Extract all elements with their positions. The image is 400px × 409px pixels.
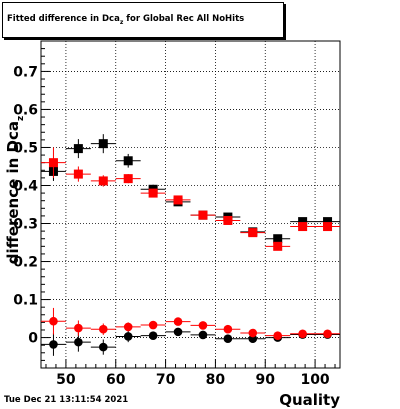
data-point-square [323,217,333,227]
y-tick-label: 0.1 [13,293,38,309]
data-point-circle [248,328,258,338]
y-tick-label: 0 [28,331,38,347]
data-point-circle [198,321,208,330]
data-point-square [248,228,258,238]
data-point-square [73,169,83,179]
data-point-square [48,158,58,168]
data-point-circle [123,332,133,341]
x-tick-label: 100 [300,372,329,388]
chart-title-suffix: for Global Rec All NoHits [123,14,245,24]
data-point-circle [74,337,83,347]
data-point-circle [223,324,233,334]
data-point-circle [49,340,58,349]
data-point-circle [323,329,332,339]
data-point-square [298,217,308,227]
data-point-square [98,176,108,186]
data-point-square [198,210,208,220]
chart-title-prefix: Fitted difference in Dca [7,14,120,24]
x-tick-label: 50 [56,372,76,388]
data-point-circle [74,323,83,333]
timestamp: Tue Dec 21 13:11:54 2021 [4,395,129,405]
data-point-square [148,188,158,198]
data-point-circle [173,317,183,326]
data-point-square [173,195,183,205]
data-point-square [298,222,308,232]
data-points [41,134,340,356]
series-4 [41,307,340,340]
data-point-circle [173,327,183,337]
x-tick-label: 60 [106,372,126,388]
data-point-square [223,215,233,225]
y-axis-label-main: difference in Dca [4,121,22,264]
y-tick-label: 0.2 [13,255,38,271]
data-point-circle [49,316,58,326]
y-tick-label: 0.4 [13,178,38,194]
x-tick-label: 80 [206,372,226,388]
y-tick-label: 0.7 [13,64,38,80]
data-point-square [273,241,283,251]
data-point-circle [198,330,208,340]
data-point-circle [273,331,283,340]
data-point-circle [123,322,133,332]
x-tick-label: 90 [256,372,276,388]
data-point-circle [98,324,108,334]
plot-frame [40,40,341,369]
series-2 [41,147,340,251]
data-point-square [323,222,333,232]
chart-title-subscript: z [119,19,124,26]
data-point-circle [148,320,158,330]
data-point-circle [98,342,108,352]
y-tick-label: 0.5 [13,140,38,156]
chart-title: Fitted difference in Dcaz for Global Rec… [7,14,245,26]
y-tick-label: 0.6 [13,102,38,118]
y-tick-label: 0.3 [13,217,38,233]
axes: 50 60 70 80 90 100 0 0.1 0.2 0.3 0.4 0.5 0.6 0.7 [13,48,336,388]
data-point-circle [223,334,233,344]
chart-title-box: Fitted difference in Dcaz for Global Rec… [2,2,284,38]
y-axis-label: difference in Dcaz [4,116,26,265]
data-point-square [273,234,283,244]
data-point-square [98,139,108,149]
data-point-square [123,174,133,184]
data-point-square [73,144,83,154]
y-axis-label-subscript: z [16,116,26,121]
data-point-circle [148,331,158,340]
data-point-square [123,156,133,166]
data-point-circle [298,329,307,339]
x-tick-label: 70 [156,372,176,388]
x-axis-label: Quality [279,391,340,409]
